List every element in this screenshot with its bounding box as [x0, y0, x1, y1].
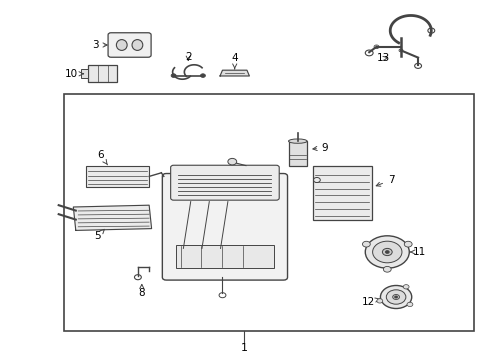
- Text: 1: 1: [241, 343, 247, 353]
- Bar: [63, 94, 473, 331]
- Text: 3: 3: [92, 40, 107, 50]
- Bar: [312, 166, 371, 220]
- Text: 5: 5: [94, 229, 104, 241]
- Circle shape: [227, 158, 236, 165]
- Bar: [88, 65, 117, 82]
- Circle shape: [365, 236, 408, 268]
- Circle shape: [382, 248, 391, 256]
- Text: 9: 9: [312, 143, 328, 153]
- Circle shape: [404, 241, 411, 247]
- Text: 8: 8: [138, 284, 145, 298]
- Circle shape: [394, 296, 397, 298]
- Circle shape: [362, 241, 369, 247]
- Circle shape: [376, 299, 382, 303]
- Bar: [81, 69, 88, 78]
- Polygon shape: [220, 70, 249, 76]
- Text: 13: 13: [376, 53, 390, 63]
- Text: 12: 12: [361, 297, 380, 307]
- Circle shape: [171, 74, 176, 77]
- Bar: [176, 245, 273, 268]
- Text: 7: 7: [375, 175, 394, 186]
- Bar: [288, 141, 306, 166]
- Circle shape: [372, 241, 401, 263]
- FancyBboxPatch shape: [108, 33, 151, 57]
- FancyBboxPatch shape: [162, 174, 287, 280]
- Text: 10: 10: [64, 69, 83, 79]
- Circle shape: [383, 266, 390, 272]
- Text: 4: 4: [231, 53, 238, 69]
- Text: 11: 11: [409, 247, 426, 257]
- Text: 6: 6: [97, 150, 107, 165]
- Circle shape: [386, 290, 405, 304]
- Circle shape: [385, 251, 388, 253]
- Circle shape: [200, 74, 205, 77]
- Polygon shape: [73, 205, 151, 230]
- Circle shape: [392, 294, 399, 300]
- Circle shape: [380, 285, 411, 309]
- Ellipse shape: [288, 139, 306, 143]
- Circle shape: [403, 285, 408, 289]
- Circle shape: [406, 302, 412, 307]
- Bar: [85, 166, 149, 187]
- FancyBboxPatch shape: [170, 165, 279, 200]
- Ellipse shape: [132, 40, 142, 50]
- Text: 2: 2: [184, 52, 191, 62]
- Ellipse shape: [116, 40, 127, 50]
